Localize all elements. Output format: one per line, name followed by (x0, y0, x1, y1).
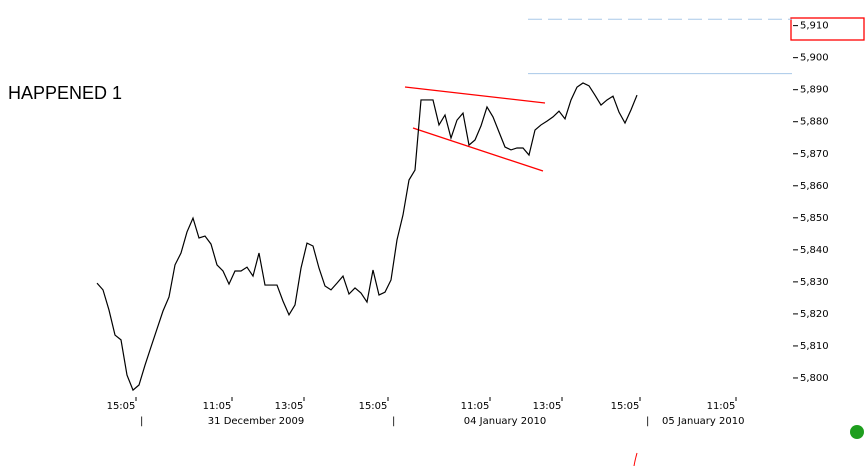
x-tick-label: 13:05 (533, 401, 562, 412)
x-tick-label: 11:05 (461, 401, 490, 412)
x-tick-label: 11:05 (707, 401, 736, 412)
y-tick-label: 5,880 (800, 117, 829, 128)
y-tick-label: 5,830 (800, 277, 829, 288)
cursor-mark (633, 452, 638, 466)
date-label: 04 January 2010 (464, 416, 546, 427)
x-tick-label: 13:05 (275, 401, 304, 412)
annotation: HAPPENED 1 (8, 83, 122, 103)
x-tick-label: 15:05 (611, 401, 640, 412)
separator: | (140, 416, 143, 427)
date-label: 05 January 2010 (662, 416, 744, 427)
y-tick-label: 5,890 (800, 85, 829, 96)
date-label: 31 December 2009 (208, 416, 304, 427)
y-tick-label: 5,910 (800, 21, 829, 32)
separator: | (646, 416, 649, 427)
y-tick-label: 5,810 (800, 341, 829, 352)
y-tick-label: 5,840 (800, 245, 829, 256)
y-tick-label: 5,860 (800, 181, 829, 192)
y-tick-label: 5,900 (800, 53, 829, 64)
y-tick-label: 5,850 (800, 213, 829, 224)
status-dot (850, 425, 864, 439)
y-tick-label: 5,870 (800, 149, 829, 160)
y-tick-label: 5,800 (800, 373, 829, 384)
y-tick-label: 5,820 (800, 309, 829, 320)
trend-line (404, 86, 546, 104)
price-line (96, 82, 638, 392)
x-tick-label: 11:05 (203, 401, 232, 412)
separator: | (392, 416, 395, 427)
highlight-box (790, 17, 865, 41)
x-tick-label: 15:05 (107, 401, 136, 412)
x-tick-label: 15:05 (359, 401, 388, 412)
trend-line (412, 127, 544, 172)
